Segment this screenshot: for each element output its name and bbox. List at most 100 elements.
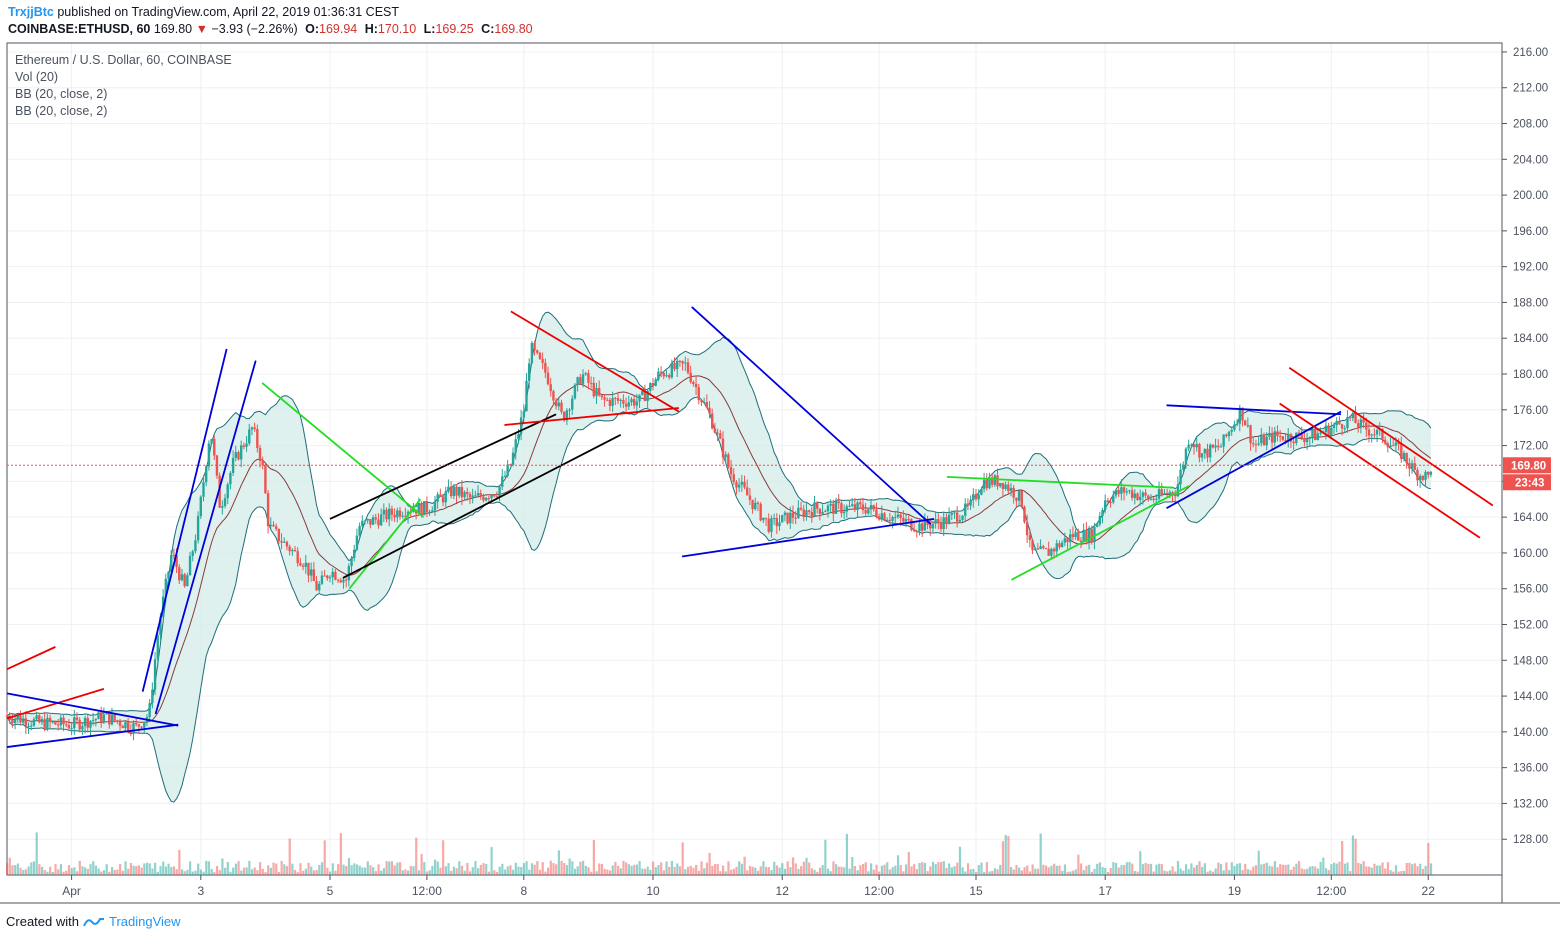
volume-bar [1394,865,1398,875]
volume-bar [522,863,525,875]
volume-bar [1085,865,1088,875]
candle-body [1338,421,1341,425]
volume-bar [1044,865,1048,875]
volume-bar [608,870,612,875]
volume-bar [1179,868,1182,875]
volume-bar [1219,863,1223,875]
grid [7,43,1502,875]
volume-bar [945,867,948,875]
volume-bar [1009,867,1013,875]
volume-bar [740,863,744,875]
candle-body [65,724,68,726]
candle-body [231,457,235,473]
volume-bar [372,867,375,875]
candle-body [202,482,205,497]
candle-body [1402,453,1406,459]
x-tick-label: 12:00 [864,884,894,898]
volume-bar [899,864,902,875]
candle-body [1287,434,1290,442]
candle-body [482,496,485,501]
volume-bar [73,867,76,875]
volume-bar [232,867,235,875]
candle-body [1009,487,1013,491]
trendline-blue [6,723,179,748]
volume-bar [942,861,945,875]
candle-body [735,482,738,488]
candle-body [1136,493,1139,500]
candle-body [175,555,178,568]
candle-body [248,429,251,444]
candle-body [1413,463,1416,470]
volume-bar [425,871,429,875]
volume-bar [1306,868,1309,875]
candle-body [331,571,334,578]
candle-body [597,387,601,396]
legend-volume: Vol (20) [15,70,59,84]
candle-body [283,541,286,543]
volume-bar [1058,865,1061,875]
volume-bar [471,867,474,875]
candle-body [964,503,967,516]
candle-body [918,523,921,532]
bb-lower-band [6,396,1431,803]
volume-bar [1236,863,1239,875]
volume-bar [1039,833,1042,875]
volume-bar [708,852,711,875]
candle-body [719,433,722,439]
candle-body [433,501,437,511]
candle-body [1017,490,1021,501]
candle-body [1122,487,1126,493]
candle-body [315,581,318,591]
volume-bar [452,866,456,875]
trendline-green [261,382,425,518]
volume-bar [678,866,682,875]
volume-bar [353,863,356,875]
candle-body [374,517,377,520]
candle-body [105,712,108,715]
volume-bar [302,870,305,875]
legend-bb-2: BB (20, close, 2) [15,104,108,118]
volume-bar [1384,868,1387,875]
candle-body [272,524,275,527]
trendline-black [329,413,557,520]
candle-body [786,512,789,524]
volume-bar [468,871,472,875]
volume-bar [530,863,534,875]
candle-body [1410,463,1414,469]
volume-bar [1184,864,1188,875]
tradingview-brand[interactable]: TradingView [108,914,181,929]
candle-body [1343,428,1346,430]
x-tick-label: Apr [62,884,81,898]
candle-body [1254,444,1258,446]
volume-bar [75,871,79,875]
y-tick-label: 188.00 [1513,297,1548,309]
candle-body [24,718,28,727]
volume-bar [1246,869,1250,875]
volume-bar [538,869,542,875]
candle-body [323,575,326,577]
volume-bar [213,872,216,875]
y-tick-label: 132.00 [1513,798,1548,810]
candle-body [1128,490,1131,492]
candle-body [466,492,469,495]
candle-body [59,717,63,726]
volume-bar [754,867,757,875]
volume-bar [993,868,997,875]
candle-body [1112,495,1115,503]
volume-bar [431,865,434,875]
candle-body [296,551,299,564]
author-link[interactable]: TrxjjBtc [8,5,54,19]
volume-bar [1424,865,1427,875]
candle-body [1090,528,1093,543]
volume-bar [614,861,617,875]
candle-body [805,510,808,517]
candle-body [91,719,95,721]
candle-body [737,484,741,488]
candle-body [1152,498,1155,500]
last-price-badge [1503,457,1551,474]
candle-body [942,517,945,530]
volume-bar [1311,866,1314,875]
volume-bar [1381,862,1384,875]
candle-body [167,571,170,579]
